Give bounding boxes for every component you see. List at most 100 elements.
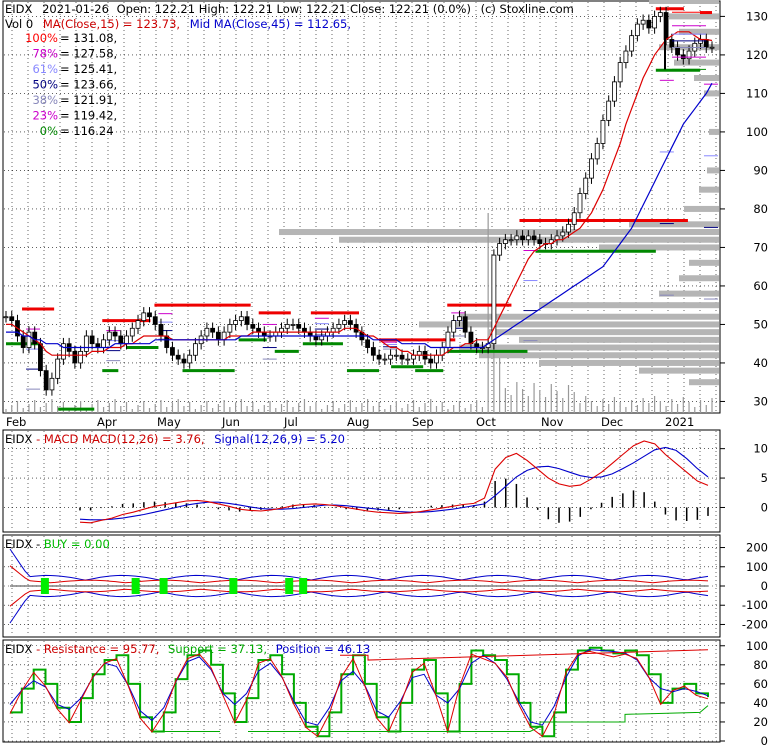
volume-bar [579, 403, 581, 413]
candle-body [233, 320, 238, 325]
volume-bar [631, 400, 633, 413]
buy-header: EIDX - BUY = 0.00 [5, 537, 110, 551]
volume-bar [694, 407, 696, 413]
volume-bar [367, 399, 369, 413]
candle-body [227, 324, 233, 333]
candle-body [457, 316, 462, 321]
sr-tick-label: 100 [746, 639, 768, 653]
candle-body [388, 354, 393, 360]
volume-bar [137, 405, 139, 413]
volume-bar [217, 404, 219, 413]
candle-body [43, 370, 49, 391]
volume-bar [361, 403, 363, 413]
volume-bar [11, 405, 13, 413]
volume-bar [533, 383, 535, 413]
ma-legend: MA(Close,15) = 123.73, [43, 17, 180, 31]
candle-body [514, 235, 520, 241]
fib-label: 23% [32, 109, 58, 123]
volume-bar [62, 402, 64, 413]
volume-profile-bar [629, 221, 719, 228]
candle-body [525, 235, 531, 241]
macd-header: EIDX - MACD MACD(12,26) = 3.76, Signal(1… [5, 432, 345, 446]
volume-bar [200, 405, 202, 413]
sr-tick-label: 60 [753, 677, 768, 691]
candle-body [612, 81, 617, 102]
volume-bar [154, 404, 156, 413]
candle-body [600, 119, 606, 144]
volume-bar [229, 407, 231, 413]
volume-bar [585, 396, 587, 413]
volume-bar [223, 400, 225, 413]
candle-body [640, 19, 646, 25]
candle-body [210, 327, 216, 333]
volume-bar [68, 409, 70, 413]
volume-bar [378, 402, 380, 413]
volume-bar [430, 399, 432, 413]
volume-bar [619, 402, 621, 413]
fib-value: = 125.41, [60, 62, 117, 76]
candle-body [365, 339, 371, 348]
volume-bar [608, 404, 610, 413]
candle-body [118, 335, 124, 345]
header-line-2: Vol 0 MA(Close,15) = 123.73, Mid MA(Clos… [5, 17, 351, 31]
volume-profile-bar [689, 259, 719, 266]
fib-label: 0% [40, 124, 58, 138]
volume-bar [682, 397, 684, 413]
volume-bar [344, 404, 346, 413]
buy-signal-mark [40, 578, 49, 594]
candle-body [657, 12, 663, 17]
volume-profile-bar [699, 186, 719, 193]
price-tick-label: 90 [753, 163, 768, 177]
volume-bar [648, 403, 650, 413]
sr-ticker: EIDX [5, 642, 33, 656]
macd-tick-label: 10 [753, 442, 768, 456]
volume-profile-bar [639, 367, 719, 374]
month-label: May [157, 415, 181, 429]
buy-lower-blue [9, 591, 709, 624]
volume-bar [441, 402, 443, 413]
candle-body [468, 331, 474, 345]
candle-body [577, 193, 583, 214]
candle-body [204, 327, 210, 337]
sr-panel-frame [2, 639, 721, 743]
volume-bar [688, 402, 690, 413]
candle-body [175, 354, 181, 360]
candle-body [244, 316, 250, 325]
volume-bar [562, 398, 564, 413]
vol-text: Vol 0 [5, 17, 33, 31]
volume-bar [355, 407, 357, 413]
volume-bar [654, 396, 656, 413]
candle-body [669, 39, 675, 48]
buy-signal-mark [131, 578, 140, 594]
mid-ma-legend: Mid MA(Close,45) = 112.65, [190, 17, 351, 31]
volume-bar [321, 409, 323, 413]
candle-body [3, 316, 9, 319]
fib-label: 78% [32, 47, 58, 61]
volume-bar [447, 409, 449, 413]
candle-body [290, 324, 296, 326]
sr-support: Support = 37.13, [168, 642, 267, 656]
candle-body [164, 335, 170, 348]
macd-dash: - [36, 432, 44, 446]
volume-bar [516, 382, 518, 413]
volume-bar [487, 213, 489, 413]
month-label: 2021 [665, 415, 694, 429]
buy-signal-mark [299, 578, 308, 594]
volume-bar [544, 397, 547, 413]
volume-bar [384, 409, 386, 413]
volume-profile-bar [459, 313, 719, 320]
candle-body [106, 331, 112, 341]
candle-body [112, 331, 118, 337]
candle-body [336, 324, 342, 329]
volume-bar [338, 408, 340, 413]
candle-body [296, 324, 302, 329]
buy-signal-mark [159, 578, 168, 594]
ma15-line [6, 31, 713, 356]
volume-bar [97, 400, 99, 413]
volume-bar [550, 384, 552, 413]
macd-plot [79, 440, 709, 524]
volume-bar [125, 402, 128, 413]
volume-bar [252, 402, 254, 413]
volume-bar [177, 399, 179, 413]
volume-bar [556, 391, 558, 413]
